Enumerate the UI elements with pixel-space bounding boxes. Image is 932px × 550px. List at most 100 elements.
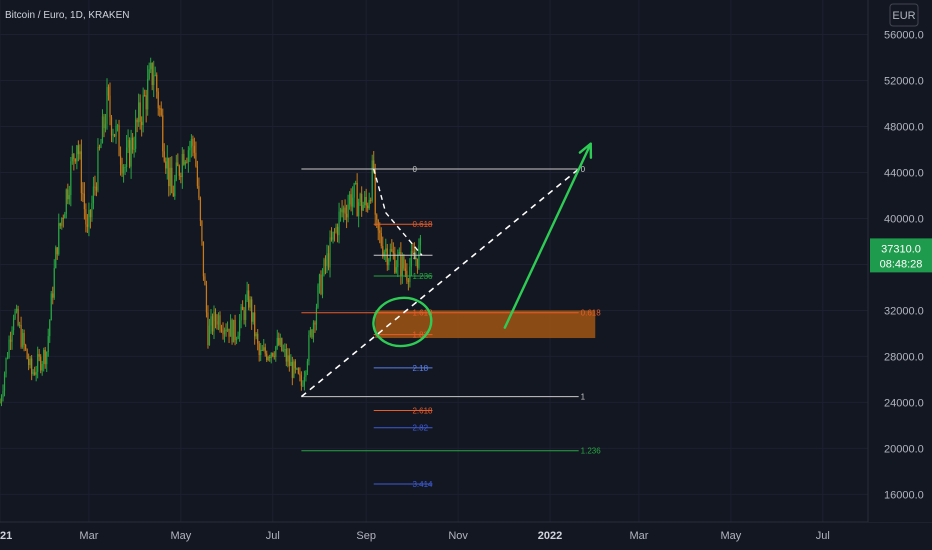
candle-body	[278, 337, 280, 345]
candle-body	[118, 125, 120, 156]
candle-body	[318, 274, 321, 286]
candle-body	[285, 349, 287, 362]
candle-body	[229, 320, 232, 337]
candle-body	[386, 248, 388, 266]
candle-body	[257, 333, 259, 344]
candle-body	[276, 337, 278, 347]
candle-body	[151, 62, 153, 85]
candle-body	[272, 353, 274, 356]
candle-body	[255, 333, 257, 337]
candle-body	[273, 355, 275, 357]
candle-body	[312, 322, 315, 338]
candle-body	[222, 330, 224, 335]
target-arrow-line	[503, 142, 592, 329]
x-tick-label: 2022	[538, 530, 562, 542]
candle-body	[100, 143, 102, 148]
candle-body	[160, 108, 162, 116]
candle-body	[103, 116, 105, 129]
candle-body	[163, 151, 165, 162]
candle-body	[31, 358, 33, 374]
candle-body	[92, 186, 95, 204]
candle-body	[79, 151, 81, 155]
candle-body	[49, 320, 51, 337]
candle-body	[374, 169, 376, 215]
candle-body	[17, 308, 19, 326]
candle-body	[258, 343, 260, 356]
candle-body	[327, 253, 330, 268]
candle-body	[291, 361, 293, 378]
fib-level-label: 3.414	[412, 480, 433, 489]
candle-body	[242, 306, 244, 311]
candle-body	[284, 349, 286, 351]
candle-body	[362, 205, 364, 211]
candle-body	[216, 321, 218, 325]
candle-body	[419, 237, 422, 246]
candle-body	[85, 209, 87, 225]
y-tick-label: 28000.0	[884, 351, 924, 363]
candle-body	[47, 336, 49, 353]
currency-button[interactable]: EUR	[889, 3, 919, 27]
candle-body	[208, 325, 211, 346]
candle-body	[299, 373, 301, 376]
x-tick-label: Nov	[448, 530, 468, 542]
candle-body	[156, 74, 158, 92]
chart-title: Bitcoin / Euro, 1D, KRAKEN	[5, 10, 130, 21]
candle-body	[204, 276, 206, 286]
candle-body	[125, 147, 128, 168]
fib-level-label: 2.618	[412, 406, 433, 415]
x-tick-label: Jul	[816, 530, 830, 542]
candle-body	[71, 154, 73, 162]
candle-body	[373, 160, 375, 170]
candle-body	[169, 167, 171, 187]
candle-body	[207, 312, 209, 346]
candle-body	[361, 193, 363, 211]
candle-body	[368, 200, 370, 209]
y-tick-label: 44000.0	[884, 167, 924, 179]
x-tick-label: Mar	[629, 530, 648, 542]
x-tick-label: Jul	[266, 530, 280, 542]
candle-body	[409, 266, 411, 282]
x-tick-label: May	[170, 530, 191, 542]
candle-body	[61, 217, 63, 226]
candle-body	[370, 200, 372, 202]
candle-body	[115, 125, 117, 137]
candle-body	[43, 349, 45, 364]
candle-body	[320, 274, 322, 295]
candle-body	[159, 108, 161, 110]
candle-body	[83, 193, 85, 210]
candle-body	[88, 210, 90, 227]
candle-body	[73, 154, 75, 160]
candle-body	[150, 62, 152, 70]
candle-body	[22, 333, 24, 347]
candle-body	[321, 274, 324, 295]
candle-body	[5, 358, 7, 374]
candle-body	[3, 373, 6, 391]
candle-body	[365, 196, 367, 206]
candle-body	[6, 357, 9, 359]
fib-level-label: 1.236	[412, 272, 433, 281]
y-tick-label: 20000.0	[884, 443, 924, 455]
candle-body	[141, 121, 143, 126]
candle-body	[132, 137, 134, 150]
candle-body	[144, 95, 146, 97]
candle-body	[391, 249, 393, 252]
candle-body	[416, 258, 419, 268]
candle-body	[189, 147, 191, 151]
candle-body	[339, 209, 342, 212]
candle-body	[302, 385, 304, 387]
candle-body	[266, 353, 268, 361]
candle-body	[181, 154, 183, 178]
candle-body	[296, 368, 298, 370]
candle-body	[113, 134, 116, 137]
candle-body	[243, 310, 245, 320]
candle-body	[59, 223, 61, 226]
candle-body	[168, 157, 170, 187]
candle-body	[0, 402, 1, 404]
fib-levels: 00.61811.2361.6181.822.182.6182.823.4140…	[301, 165, 601, 489]
candle-body	[89, 210, 92, 218]
candle-body	[55, 247, 57, 269]
candle-body	[82, 193, 84, 195]
candle-body	[122, 167, 125, 174]
candle-body	[347, 204, 349, 218]
